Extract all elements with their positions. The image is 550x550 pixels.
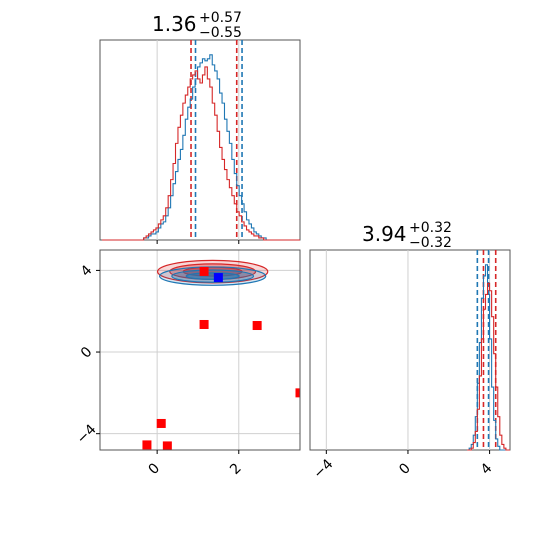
red-square-point xyxy=(199,266,209,276)
marginal-histogram-param-2: −4 0 4 3.94 +0.32 −0.32 xyxy=(309,220,511,482)
histogram-series xyxy=(102,66,300,241)
x-tick-label: 4 xyxy=(478,460,496,478)
panel-1-frame xyxy=(99,39,301,241)
x-tick-label: 0 xyxy=(146,460,164,478)
panel-4-title-plus: +0.32 xyxy=(409,220,452,236)
contour-level xyxy=(185,272,240,280)
blue-square-point xyxy=(213,273,223,283)
red-square-point xyxy=(156,418,166,428)
y-tick-label: 4 xyxy=(78,262,96,280)
y-tick-label: −4 xyxy=(74,421,100,447)
red-square-point xyxy=(199,319,209,329)
panel-1-title-plus: +0.57 xyxy=(199,10,242,26)
histogram-series xyxy=(102,54,300,241)
y-tick-label: 0 xyxy=(78,344,96,362)
panel-4-title-minus: −0.32 xyxy=(409,235,452,251)
histogram-series xyxy=(467,264,510,451)
x-tick-label: 0 xyxy=(396,460,414,478)
joint-scatter-contour: 0 2 −4 0 4 xyxy=(74,249,301,478)
panel-4-title: 3.94 xyxy=(362,222,407,246)
red-square-point xyxy=(252,321,262,331)
panel-1-title-minus: −0.55 xyxy=(199,25,242,41)
panel-1-title: 1.36 xyxy=(152,12,197,36)
marginal-histogram-param-1: 1.36 +0.57 −0.55 xyxy=(99,10,301,244)
red-square-point xyxy=(162,441,172,450)
panel-3-frame xyxy=(99,249,301,451)
red-square-point xyxy=(142,440,152,450)
histogram-series xyxy=(467,282,510,451)
x-tick-label: −4 xyxy=(311,456,337,482)
red-square-point xyxy=(295,388,300,398)
panel-4-frame xyxy=(309,249,511,451)
x-tick-label: 2 xyxy=(227,460,245,478)
